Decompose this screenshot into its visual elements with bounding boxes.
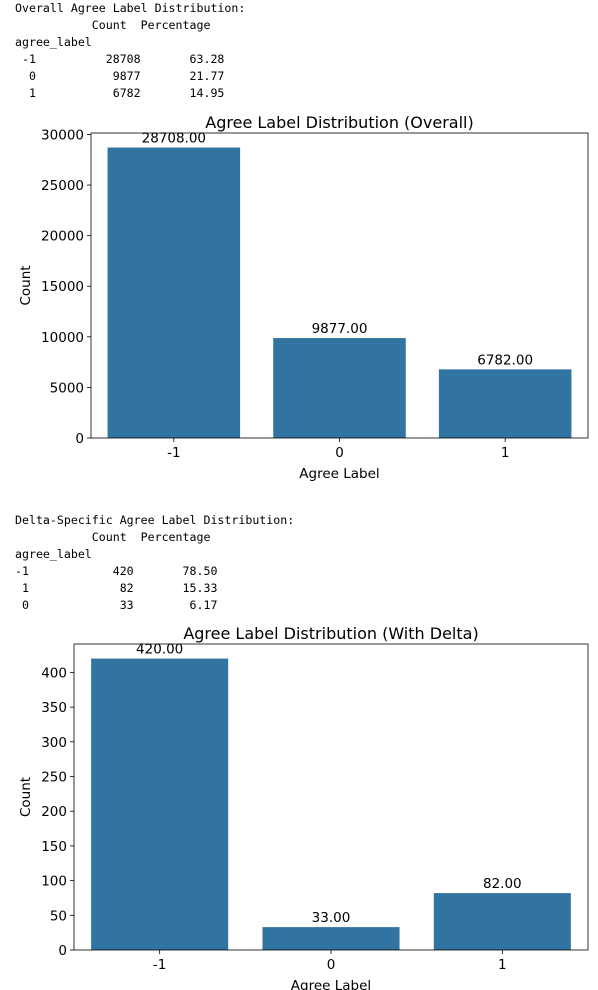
overall-bar-chart: Agree Label Distribution (Overall)28708.…: [18, 113, 589, 482]
x-tick-label: -1: [153, 957, 166, 973]
output-row: 0 9877 21.77: [15, 69, 225, 83]
x-tick-label: 0: [335, 445, 344, 461]
chart-title: Agree Label Distribution (With Delta): [183, 624, 478, 643]
x-axis-label: Agree Label: [291, 978, 371, 990]
output-row: 1 82 15.33: [15, 581, 218, 595]
output-heading: Overall Agree Label Distribution:: [15, 1, 246, 15]
output-column-header: Count Percentage: [15, 530, 211, 544]
x-tick-label: 1: [498, 957, 507, 973]
bar--1: [91, 658, 229, 950]
bar-0: [262, 927, 400, 950]
y-tick-label: 200: [41, 804, 67, 820]
bar-value-label: 33.00: [312, 910, 351, 926]
bar-value-label: 9877.00: [312, 321, 368, 337]
y-axis-label: Count: [18, 265, 34, 305]
bar-value-label: 82.00: [483, 876, 522, 892]
y-tick-label: 5000: [50, 380, 84, 396]
y-tick-label: 400: [41, 665, 67, 681]
x-tick-label: 0: [327, 957, 336, 973]
chart-title: Agree Label Distribution (Overall): [205, 113, 473, 132]
y-tick-label: 350: [41, 700, 67, 716]
y-tick-label: 20000: [41, 229, 84, 245]
y-tick-label: 10000: [41, 330, 84, 346]
y-tick-label: 0: [75, 431, 84, 447]
plot-frame: [73, 643, 589, 951]
output-row: 0 33 6.17: [15, 598, 218, 612]
y-tick-label: 100: [41, 874, 67, 890]
bar--1: [107, 147, 241, 438]
output-row: 1 6782 14.95: [15, 86, 225, 100]
output-heading: Delta-Specific Agree Label Distribution:: [15, 513, 295, 527]
output-index-name: agree_label: [15, 547, 92, 561]
x-tick-label: -1: [167, 445, 180, 461]
y-tick-label: 300: [41, 735, 67, 751]
bar-value-label: 28708.00: [142, 131, 206, 147]
output-row: -1 420 78.50: [15, 564, 218, 578]
y-tick-label: 30000: [41, 127, 84, 143]
overall-distribution-output: Overall Agree Label Distribution: Count …: [15, 0, 245, 102]
bar-value-label: 6782.00: [477, 352, 533, 368]
bar-1: [433, 893, 571, 950]
x-tick-label: 1: [501, 445, 510, 461]
y-axis-label: Count: [18, 777, 34, 817]
plot-frame: [90, 132, 589, 439]
bar-1: [438, 369, 572, 438]
y-tick-label: 15000: [41, 279, 84, 295]
delta-distribution-output: Delta-Specific Agree Label Distribution:…: [15, 512, 294, 614]
bar-value-label: 420.00: [136, 642, 183, 658]
output-column-header: Count Percentage: [15, 18, 211, 32]
x-axis-label: Agree Label: [299, 466, 379, 482]
y-tick-label: 50: [50, 908, 67, 924]
y-tick-label: 150: [41, 839, 67, 855]
y-tick-label: 0: [58, 943, 67, 959]
output-index-name: agree_label: [15, 35, 92, 49]
y-tick-label: 25000: [41, 178, 84, 194]
delta-bar-chart: Agree Label Distribution (With Delta)420…: [18, 624, 589, 990]
bar-0: [273, 338, 406, 438]
output-row: -1 28708 63.28: [15, 52, 225, 66]
y-tick-label: 250: [41, 770, 67, 786]
